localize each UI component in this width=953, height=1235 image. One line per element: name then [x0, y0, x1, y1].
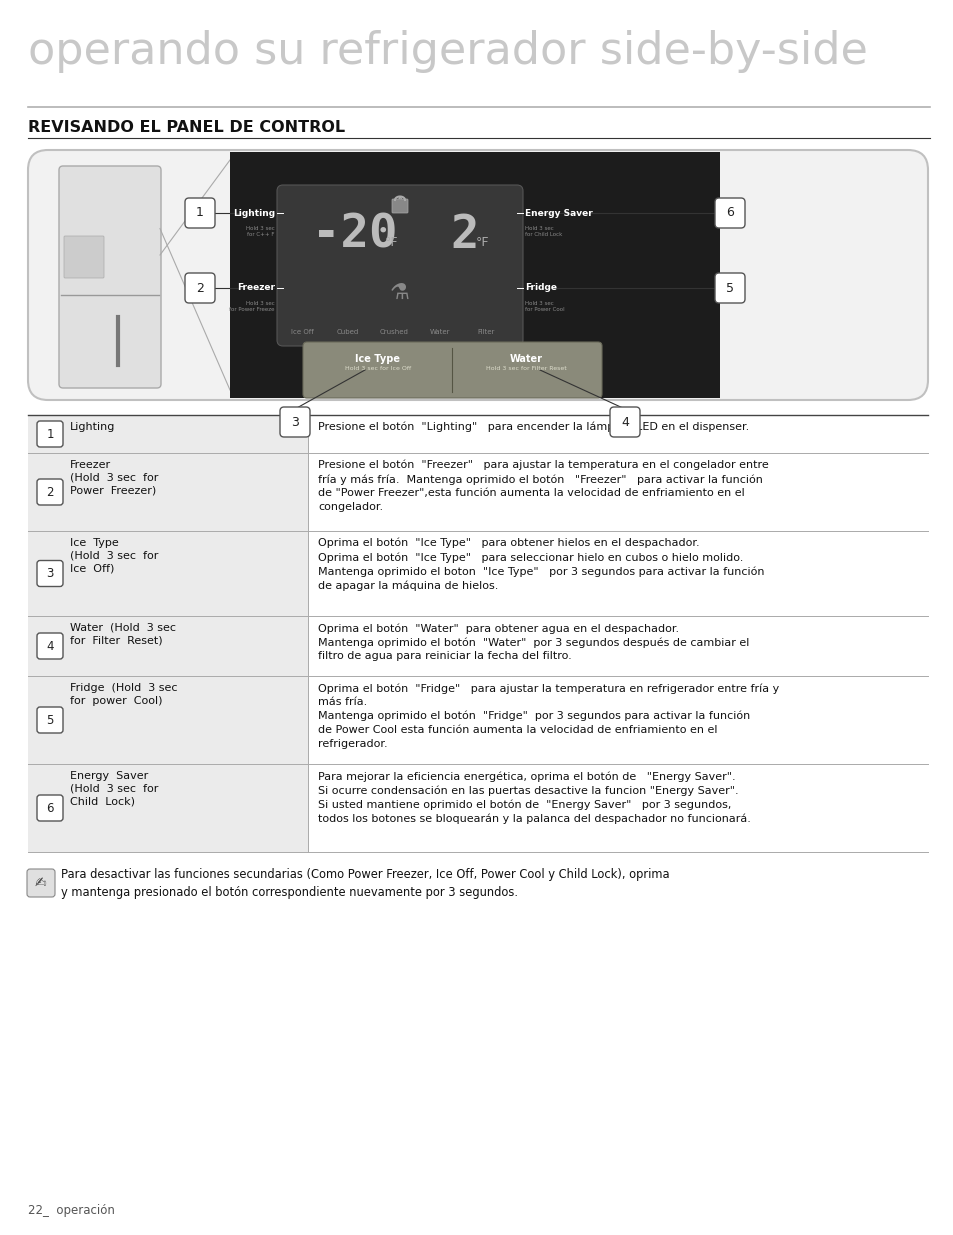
FancyBboxPatch shape — [59, 165, 161, 388]
Text: Hold 3 sec
for Power Freeze: Hold 3 sec for Power Freeze — [230, 301, 274, 311]
Text: Energy Saver: Energy Saver — [524, 209, 592, 217]
Text: 4: 4 — [46, 640, 53, 652]
Text: Fridge: Fridge — [524, 284, 557, 293]
Bar — [28, 415, 308, 453]
FancyBboxPatch shape — [37, 561, 63, 587]
Text: 6: 6 — [725, 206, 733, 220]
Text: Presione el botón  "Lighting"   para encender la lámpara LED en el dispenser.: Presione el botón "Lighting" para encend… — [317, 422, 748, 432]
Text: 2: 2 — [46, 485, 53, 499]
Text: 6: 6 — [46, 802, 53, 815]
Text: 5: 5 — [47, 714, 53, 726]
FancyBboxPatch shape — [303, 342, 601, 398]
Text: Water  (Hold  3 sec
for  Filter  Reset): Water (Hold 3 sec for Filter Reset) — [70, 622, 175, 646]
FancyBboxPatch shape — [37, 479, 63, 505]
Text: Hold 3 sec for Ice Off: Hold 3 sec for Ice Off — [345, 366, 411, 370]
Text: Filter: Filter — [476, 329, 495, 335]
Text: -20: -20 — [312, 212, 397, 258]
FancyBboxPatch shape — [276, 185, 522, 346]
Text: Freezer
(Hold  3 sec  for
Power  Freezer): Freezer (Hold 3 sec for Power Freezer) — [70, 459, 158, 495]
Text: Fridge  (Hold  3 sec
for  power  Cool): Fridge (Hold 3 sec for power Cool) — [70, 683, 177, 705]
FancyBboxPatch shape — [37, 421, 63, 447]
Text: Lighting: Lighting — [233, 209, 274, 217]
Text: 3: 3 — [291, 415, 298, 429]
Text: 3: 3 — [47, 567, 53, 580]
Text: Para desactivar las funciones secundarias (Como Power Freezer, Ice Off, Power Co: Para desactivar las funciones secundaria… — [61, 868, 669, 899]
FancyBboxPatch shape — [28, 149, 927, 400]
Text: 5: 5 — [725, 282, 733, 294]
Text: 1: 1 — [196, 206, 204, 220]
Text: 1: 1 — [46, 427, 53, 441]
Text: Hold 3 sec
for Power Cool: Hold 3 sec for Power Cool — [524, 301, 564, 311]
Text: operando su refrigerador side-by-side: operando su refrigerador side-by-side — [28, 30, 867, 73]
Text: Oprima el botón  "Water"  para obtener agua en el despachador.
Mantenga oprimido: Oprima el botón "Water" para obtener agu… — [317, 622, 749, 662]
Text: 4: 4 — [620, 415, 628, 429]
FancyBboxPatch shape — [185, 198, 214, 228]
FancyBboxPatch shape — [280, 408, 310, 437]
Text: Ice Type: Ice Type — [355, 354, 400, 364]
Text: Water: Water — [429, 329, 450, 335]
Text: Hold 3 sec for Filter Reset: Hold 3 sec for Filter Reset — [485, 366, 566, 370]
FancyBboxPatch shape — [37, 634, 63, 659]
Text: Hold 3 sec
for C++ F: Hold 3 sec for C++ F — [246, 226, 274, 237]
Bar — [28, 616, 308, 676]
Text: Freezer: Freezer — [236, 284, 274, 293]
FancyBboxPatch shape — [64, 236, 104, 278]
Text: ⚗: ⚗ — [390, 283, 410, 303]
Bar — [28, 764, 308, 852]
Text: ✍: ✍ — [35, 876, 47, 890]
Text: A: A — [395, 196, 405, 211]
Text: Para mejorar la eficiencia energética, oprima el botón de   "Energy Saver".
Si o: Para mejorar la eficiencia energética, o… — [317, 771, 750, 825]
FancyBboxPatch shape — [37, 795, 63, 821]
Text: REVISANDO EL PANEL DE CONTROL: REVISANDO EL PANEL DE CONTROL — [28, 120, 345, 135]
Bar — [28, 453, 308, 531]
Text: 22_  operación: 22_ operación — [28, 1204, 114, 1216]
Text: Hold 3 sec
for Child Lock: Hold 3 sec for Child Lock — [524, 226, 561, 237]
FancyBboxPatch shape — [392, 199, 408, 212]
Text: Presione el botón  "Freezer"   para ajustar la temperatura en el congelador entr: Presione el botón "Freezer" para ajustar… — [317, 459, 768, 513]
Text: 2: 2 — [450, 212, 478, 258]
Text: Water: Water — [509, 354, 542, 364]
FancyBboxPatch shape — [27, 869, 55, 897]
Text: Crushed: Crushed — [379, 329, 408, 335]
Text: Lighting: Lighting — [70, 422, 115, 432]
Bar — [230, 152, 720, 398]
Text: Oprima el botón  "Ice Type"   para obtener hielos en el despachador.
Oprima el b: Oprima el botón "Ice Type" para obtener … — [317, 538, 763, 592]
Text: °F: °F — [385, 236, 398, 249]
Text: Energy  Saver
(Hold  3 sec  for
Child  Lock): Energy Saver (Hold 3 sec for Child Lock) — [70, 771, 158, 806]
Text: 2: 2 — [196, 282, 204, 294]
Bar — [28, 531, 308, 616]
Text: Cubed: Cubed — [336, 329, 358, 335]
FancyBboxPatch shape — [609, 408, 639, 437]
Bar — [28, 676, 308, 764]
Text: Ice Off: Ice Off — [291, 329, 313, 335]
Text: °F: °F — [476, 236, 489, 249]
FancyBboxPatch shape — [185, 273, 214, 303]
Text: Oprima el botón  "Fridge"   para ajustar la temperatura en refrigerador entre fr: Oprima el botón "Fridge" para ajustar la… — [317, 683, 779, 748]
FancyBboxPatch shape — [714, 198, 744, 228]
Text: Ice  Type
(Hold  3 sec  for
Ice  Off): Ice Type (Hold 3 sec for Ice Off) — [70, 538, 158, 573]
FancyBboxPatch shape — [714, 273, 744, 303]
FancyBboxPatch shape — [37, 706, 63, 734]
